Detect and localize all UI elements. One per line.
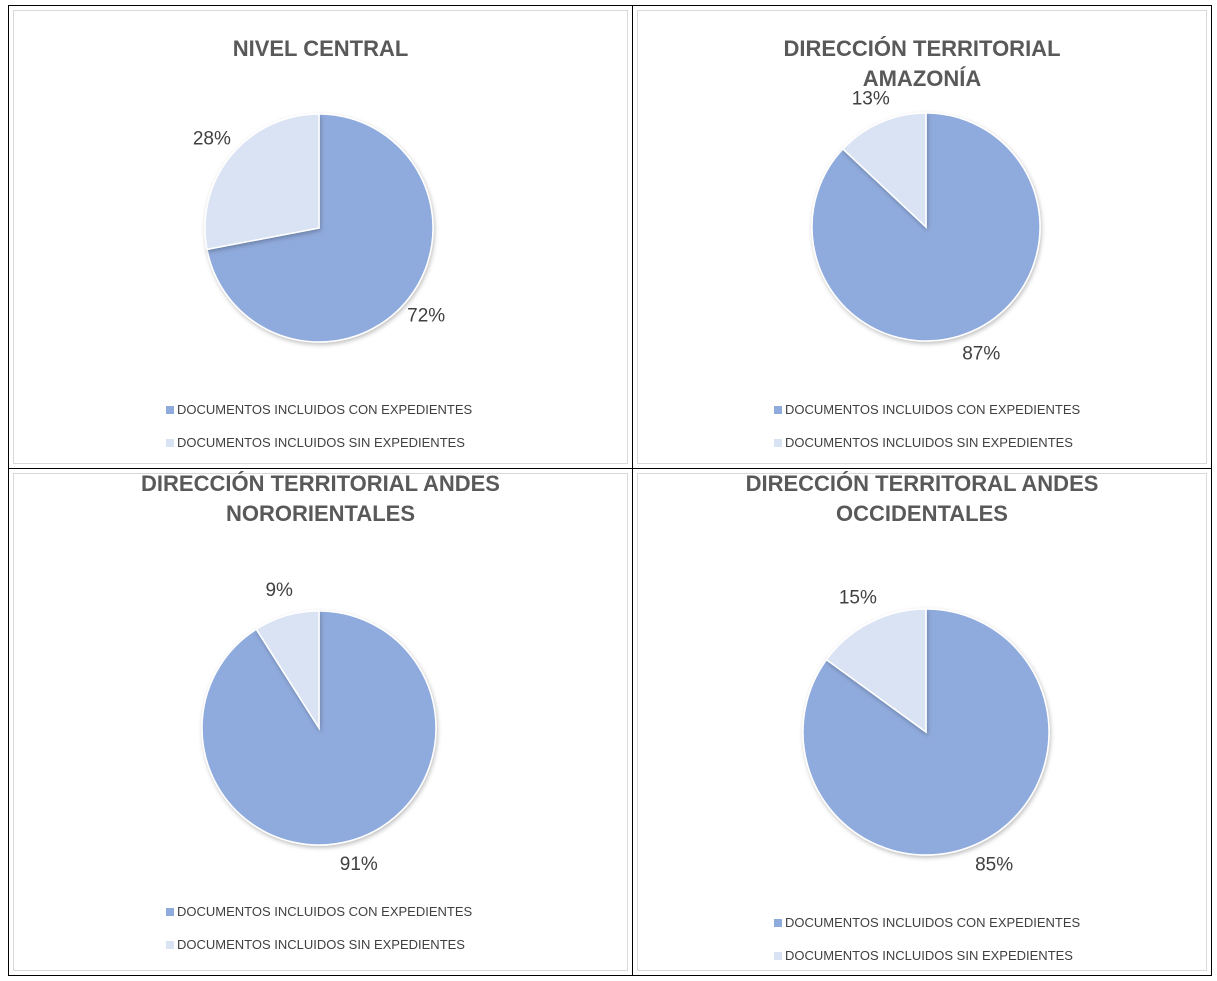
pie-slice (255, 610, 320, 731)
data-label: 91% (340, 854, 378, 875)
legend-item: DOCUMENTOS INCLUIDOS CON EXPEDIENTES (774, 906, 1080, 939)
data-label: 28% (193, 128, 231, 149)
legend-label: DOCUMENTOS INCLUIDOS CON EXPEDIENTES (177, 904, 473, 919)
legend: DOCUMENTOS INCLUIDOS CON EXPEDIENTES DOCU… (166, 895, 472, 961)
chart-cell: 85% 15% DIRECCIÓN TERRITORAL ANDES OCCIDEN… (632, 468, 1212, 976)
data-label: 9% (265, 580, 293, 601)
legend-item: DOCUMENTOS INCLUIDOS SIN EXPEDIENTES (774, 939, 1080, 972)
legend: DOCUMENTOS INCLUIDOS CON EXPEDIENTES DOCU… (774, 393, 1080, 459)
legend-swatch (166, 940, 174, 949)
legend-label: DOCUMENTOS INCLUIDOS CON EXPEDIENTES (785, 915, 1081, 930)
chart-frame (637, 10, 1207, 464)
chart-title: NIVEL CENTRAL (232, 36, 409, 61)
pie-slice (206, 113, 434, 343)
legend-swatch (166, 405, 174, 414)
legend-item: DOCUMENTOS INCLUIDOS CON EXPEDIENTES (166, 895, 472, 928)
pie-slice (204, 113, 320, 251)
pie-chart: 85% 15% (802, 587, 1050, 876)
data-label: 15% (839, 587, 877, 608)
chart-title: DIRECCIÓN TERRITORIAL ANDES NORORIENTALE… (141, 471, 500, 526)
legend-label: DOCUMENTOS INCLUIDOS SIN EXPEDIENTES (785, 948, 1073, 963)
chart-frame (13, 473, 628, 971)
legend-label: DOCUMENTOS INCLUIDOS SIN EXPEDIENTES (177, 937, 465, 952)
pie-slice (841, 112, 927, 229)
data-label: 87% (962, 344, 1000, 365)
legend-item: DOCUMENTOS INCLUIDOS SIN EXPEDIENTES (774, 426, 1080, 459)
chart-cell: 72% 28% NIVEL CENTRAL DOCUMENTOS INCLUIDOS … (8, 5, 633, 469)
legend-item: DOCUMENTOS INCLUIDOS CON EXPEDIENTES (166, 393, 472, 426)
pie-slice (825, 608, 927, 734)
legend-item: DOCUMENTOS INCLUIDOS SIN EXPEDIENTES (166, 928, 472, 961)
chart-title: DIRECCIÓN TERRITORAL ANDES OCCIDENTALES (745, 471, 1099, 526)
legend-swatch (774, 951, 782, 960)
chart-cell: 91% 9% DIRECCIÓN TERRITORIAL ANDES NORORIE… (8, 468, 633, 976)
chart-cell: 87% 13% DIRECCIÓN TERRITORIAL AMAZONÍA DOCU… (632, 5, 1212, 469)
legend-swatch (774, 918, 782, 927)
legend: DOCUMENTOS INCLUIDOS CON EXPEDIENTES DOCU… (166, 393, 472, 459)
legend-swatch (166, 438, 174, 447)
legend-label: DOCUMENTOS INCLUIDOS SIN EXPEDIENTES (177, 435, 465, 450)
legend-item: DOCUMENTOS INCLUIDOS CON EXPEDIENTES (774, 393, 1080, 426)
data-label: 85% (975, 855, 1013, 876)
chart-title: DIRECCIÓN TERRITORIAL AMAZONÍA (783, 36, 1061, 91)
legend-label: DOCUMENTOS INCLUIDOS CON EXPEDIENTES (177, 402, 473, 417)
chart-frame (637, 473, 1207, 971)
legend-swatch (774, 405, 782, 414)
legend-swatch (166, 907, 174, 916)
legend: DOCUMENTOS INCLUIDOS CON EXPEDIENTES DOCU… (774, 906, 1080, 972)
pie-chart: 91% 9% (201, 580, 437, 875)
legend-swatch (774, 438, 782, 447)
legend-item: DOCUMENTOS INCLUIDOS SIN EXPEDIENTES (166, 426, 472, 459)
pie-chart: 72% 28% (193, 113, 445, 343)
data-label: 13% (852, 88, 890, 109)
legend-label: DOCUMENTOS INCLUIDOS SIN EXPEDIENTES (785, 435, 1073, 450)
chart-frame (13, 10, 628, 464)
pie-chart: 87% 13% (811, 88, 1041, 365)
legend-label: DOCUMENTOS INCLUIDOS CON EXPEDIENTES (785, 402, 1081, 417)
data-label: 72% (407, 306, 445, 327)
